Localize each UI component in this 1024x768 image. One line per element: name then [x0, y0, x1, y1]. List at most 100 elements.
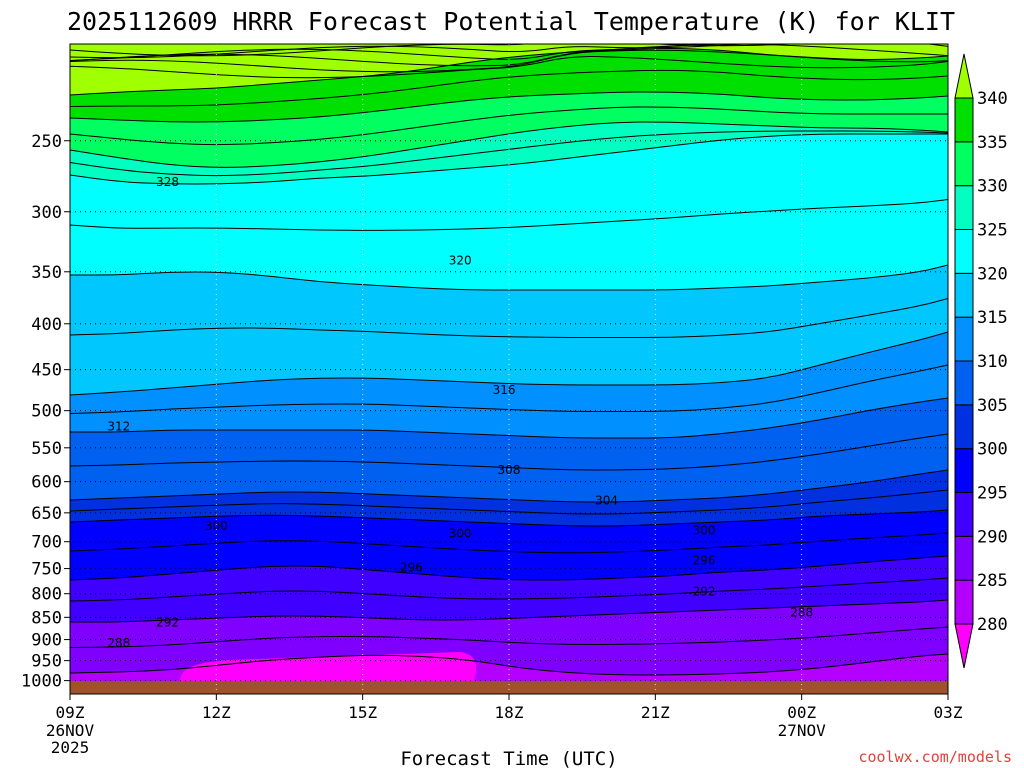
isotherm-line	[70, 555, 948, 581]
contour-label: 320	[449, 253, 472, 267]
temperature-bands	[70, 44, 948, 681]
colorbar-tick-label: 330	[977, 177, 1008, 197]
contour-label: 288	[790, 606, 813, 620]
colorbar-swatch	[954, 97, 974, 143]
y-tick-label: 550	[31, 439, 62, 459]
x-tick-label: 12Z	[202, 703, 231, 722]
contour-label: 292	[693, 584, 716, 598]
y-tick-label: 450	[31, 361, 62, 381]
isotherm-line	[70, 106, 948, 146]
isotherm-line	[70, 433, 948, 471]
colorbar-tick-label: 295	[977, 484, 1008, 504]
contour-label: 328	[156, 175, 179, 189]
isotherm-line	[70, 55, 948, 79]
y-tick-label: 750	[31, 560, 62, 580]
isotherm-line	[70, 44, 948, 61]
y-tick-label: 400	[31, 315, 62, 335]
x-tick-sublabel: 2025	[51, 738, 90, 757]
x-tick-label: 18Z	[495, 703, 524, 722]
x-tick-sublabel: 27NOV	[778, 721, 827, 740]
contour-label: 312	[107, 420, 130, 434]
x-tick-label: 15Z	[348, 703, 377, 722]
isotherm-line	[70, 364, 948, 414]
colorbar-tick-label: 320	[977, 264, 1008, 284]
colorbar-tick-label: 300	[977, 440, 1008, 460]
contour-label: 300	[693, 523, 716, 537]
isotherm-line	[70, 397, 948, 439]
colorbar-min-arrow	[954, 623, 974, 669]
colorbar: 280 285 290 295 300 305 310 315 320 325 330 335 340	[954, 53, 1008, 669]
y-tick-label: 650	[31, 504, 62, 524]
isotherm-line	[70, 653, 948, 676]
x-axis-title: Forecast Time (UTC)	[400, 748, 617, 768]
contour-label: 296	[693, 554, 716, 568]
x-tick-sublabel: 26NOV	[46, 721, 95, 740]
colorbar-tick-label: 340	[977, 89, 1008, 109]
colorbar-swatch	[954, 360, 974, 406]
isotherm-line	[70, 489, 948, 515]
colorbar-swatch	[954, 535, 974, 581]
x-tick-label: 09Z	[56, 703, 85, 722]
colorbar-swatch	[954, 229, 974, 274]
ground-surface	[70, 681, 948, 694]
x-tick-label: 00Z	[787, 703, 816, 722]
y-tick-label: 700	[31, 533, 62, 553]
isotherm-line	[70, 509, 948, 527]
colorbar-tick-label: 305	[977, 396, 1008, 416]
isotherm-line	[70, 532, 948, 554]
isotherm-line	[70, 199, 948, 231]
y-tick-label: 300	[31, 203, 62, 223]
colorbar-tick-label: 325	[977, 221, 1008, 241]
y-tick-label: 500	[31, 402, 62, 422]
y-tick-label: 950	[31, 652, 62, 672]
contour-label: 288	[107, 636, 130, 650]
isotherm-contours	[70, 44, 948, 676]
isotherm-line	[70, 599, 948, 623]
credit-link[interactable]: coolwx.com/models	[858, 748, 1012, 766]
colorbar-swatch	[954, 448, 974, 493]
colorbar-tick-label: 280	[977, 615, 1008, 635]
x-tick-label: 21Z	[641, 703, 670, 722]
isotherm-line	[70, 130, 948, 177]
isotherm-line	[70, 626, 948, 648]
isotherm-line	[70, 69, 948, 107]
contour-label: 292	[156, 615, 179, 629]
y-tick-label: 1000	[21, 672, 62, 692]
colorbar-tick-label: 290	[977, 527, 1008, 547]
y-tick-label: 800	[31, 585, 62, 605]
colorbar-swatch	[954, 404, 974, 450]
pressure-axis: 250 300 350 400 450 500 550 600 650 700 750 800 850 9…	[21, 132, 70, 692]
contour-label: 300	[205, 519, 228, 533]
isotherm-line	[70, 298, 948, 339]
contour-label: 316	[493, 383, 516, 397]
isotherm-line	[70, 331, 948, 396]
contour-label: 296	[400, 561, 423, 575]
contour-label: 304	[595, 494, 618, 508]
isotherm-line	[70, 91, 948, 123]
isotherm-line	[70, 44, 750, 59]
isotherm-line	[70, 49, 948, 73]
colorbar-tick-label: 315	[977, 308, 1008, 328]
x-tick-label: 03Z	[934, 703, 963, 722]
y-tick-label: 600	[31, 473, 62, 493]
colorbar-swatch	[954, 492, 974, 537]
isotherm-line	[70, 133, 948, 185]
colorbar-swatch	[954, 185, 974, 231]
isotherm-line	[70, 121, 948, 168]
colorbar-swatch	[954, 579, 974, 625]
y-tick-label: 900	[31, 631, 62, 651]
colorbar-swatch	[954, 141, 974, 187]
isotherm-line	[70, 469, 948, 503]
y-tick-label: 250	[31, 132, 62, 152]
colorbar-tick-label: 310	[977, 352, 1008, 372]
isotherm-line	[70, 577, 948, 602]
chart-title: 2025112609 HRRR Forecast Potential Tempe…	[67, 7, 955, 36]
y-tick-label: 350	[31, 263, 62, 283]
contour-label: 300	[449, 526, 472, 540]
colorbar-tick-label: 335	[977, 133, 1008, 153]
isotherm-line	[70, 44, 948, 67]
colorbar-max-arrow	[954, 53, 974, 99]
